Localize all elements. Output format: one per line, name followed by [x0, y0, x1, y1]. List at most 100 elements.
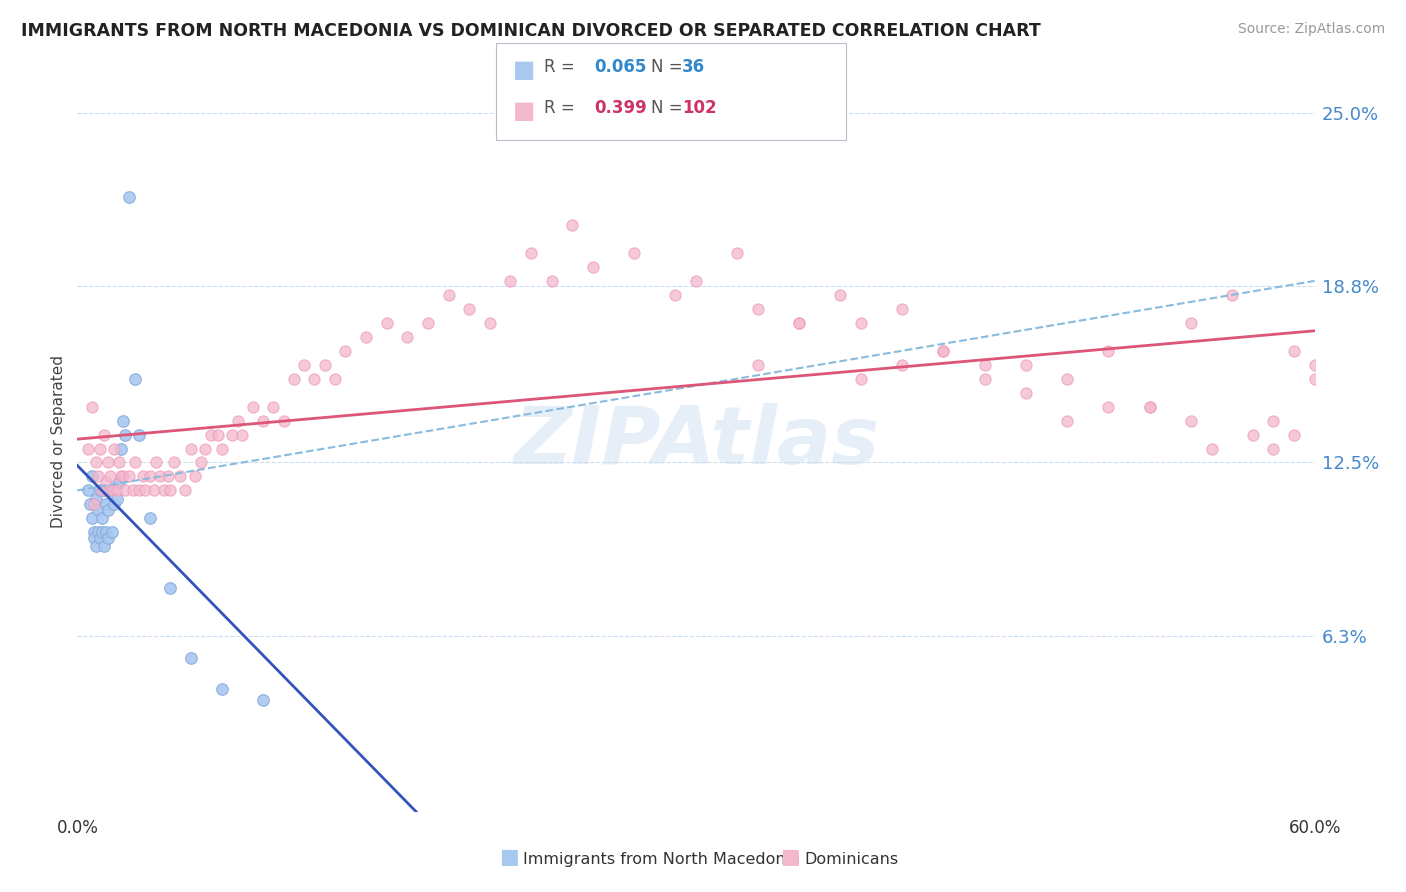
Point	[89, 531, 111, 545]
Text: 0.065: 0.065	[595, 58, 647, 76]
Point	[849, 372, 872, 386]
Point	[114, 427, 136, 442]
Text: ■: ■	[780, 847, 800, 867]
Point	[891, 358, 914, 372]
Point	[190, 455, 212, 469]
Point	[1303, 372, 1326, 386]
Text: Immigrants from North Macedonia: Immigrants from North Macedonia	[523, 852, 800, 867]
Point	[149, 469, 172, 483]
Point	[76, 483, 98, 498]
Point	[231, 427, 253, 442]
Point	[118, 190, 141, 204]
Text: IMMIGRANTS FROM NORTH MACEDONIA VS DOMINICAN DIVORCED OR SEPARATED CORRELATION C: IMMIGRANTS FROM NORTH MACEDONIA VS DOMIN…	[21, 22, 1040, 40]
Point	[1097, 400, 1119, 414]
Text: N =: N =	[651, 99, 682, 117]
Point	[207, 427, 229, 442]
Point	[153, 483, 176, 498]
Point	[124, 455, 146, 469]
Point	[169, 469, 191, 483]
Point	[664, 288, 686, 302]
Point	[314, 358, 336, 372]
Point	[830, 288, 852, 302]
Text: ■: ■	[513, 58, 536, 82]
Point	[84, 539, 107, 553]
Point	[87, 469, 110, 483]
Point	[157, 469, 180, 483]
Point	[122, 483, 145, 498]
Point	[173, 483, 195, 498]
Point	[96, 525, 118, 540]
Point	[1056, 372, 1078, 386]
Text: N =: N =	[651, 58, 682, 76]
Point	[184, 469, 207, 483]
Point	[96, 497, 118, 511]
Point	[76, 442, 98, 456]
Point	[561, 218, 583, 232]
Point	[93, 539, 115, 553]
Point	[89, 483, 111, 498]
Point	[1015, 385, 1038, 400]
Point	[375, 316, 398, 330]
Point	[499, 274, 522, 288]
Point	[1263, 414, 1285, 428]
Point	[335, 343, 357, 358]
Point	[89, 442, 111, 456]
Point	[98, 469, 121, 483]
Point	[111, 469, 134, 483]
Point	[973, 372, 995, 386]
Text: ■: ■	[499, 847, 519, 867]
Point	[416, 316, 439, 330]
Point	[132, 469, 155, 483]
Point	[354, 330, 377, 344]
Point	[97, 503, 120, 517]
Point	[787, 316, 810, 330]
Point	[200, 427, 222, 442]
Point	[1180, 414, 1202, 428]
Point	[110, 469, 132, 483]
Text: R =: R =	[544, 99, 575, 117]
Point	[540, 274, 562, 288]
Point	[110, 442, 132, 456]
Point	[1015, 358, 1038, 372]
Point	[623, 246, 645, 260]
Text: 102: 102	[682, 99, 717, 117]
Text: 0.399: 0.399	[595, 99, 648, 117]
Point	[98, 483, 121, 498]
Point	[118, 469, 141, 483]
Point	[91, 483, 114, 498]
Point	[1220, 288, 1243, 302]
Point	[96, 475, 118, 489]
Point	[849, 316, 872, 330]
Point	[124, 372, 146, 386]
Point	[93, 483, 115, 498]
Point	[252, 693, 274, 707]
Point	[159, 581, 181, 595]
Point	[107, 455, 129, 469]
Point	[747, 301, 769, 316]
Text: Dominicans: Dominicans	[804, 852, 898, 867]
Point	[273, 414, 295, 428]
Point	[1241, 427, 1264, 442]
Point	[283, 372, 305, 386]
Point	[107, 475, 129, 489]
Point	[973, 358, 995, 372]
Text: 36: 36	[682, 58, 704, 76]
Point	[105, 483, 128, 498]
Point	[1180, 316, 1202, 330]
Point	[163, 455, 186, 469]
Point	[159, 483, 181, 498]
Point	[91, 511, 114, 525]
Text: ZIPAtlas: ZIPAtlas	[513, 402, 879, 481]
Point	[91, 525, 114, 540]
Point	[932, 343, 955, 358]
Point	[1056, 414, 1078, 428]
Point	[304, 372, 326, 386]
Point	[458, 301, 481, 316]
Point	[105, 491, 128, 506]
Point	[292, 358, 315, 372]
Point	[725, 246, 748, 260]
Point	[478, 316, 501, 330]
Point	[80, 511, 103, 525]
Point	[1097, 343, 1119, 358]
Point	[1263, 442, 1285, 456]
